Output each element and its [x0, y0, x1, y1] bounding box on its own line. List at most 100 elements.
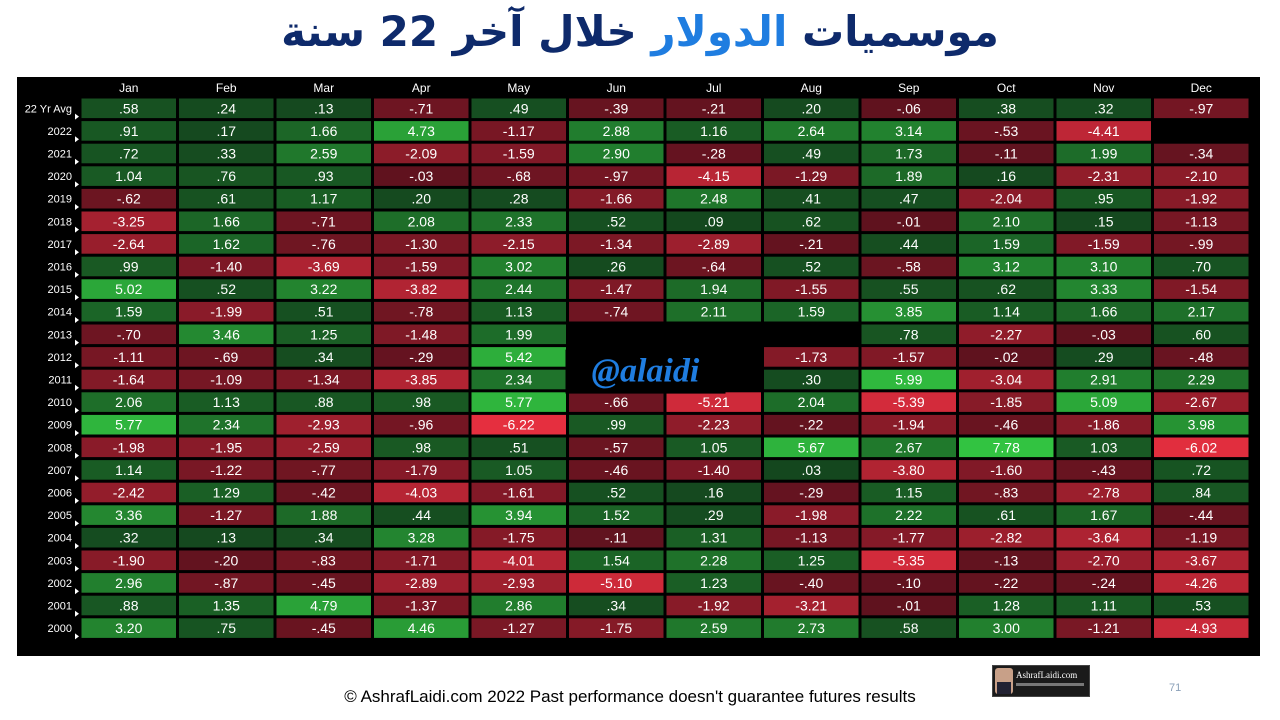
row-label: 2014: [48, 307, 72, 319]
heatmap-value: -.62: [117, 191, 141, 207]
heatmap-value: .58: [899, 620, 919, 636]
row-marker: [75, 204, 79, 210]
heatmap-value: .20: [412, 191, 432, 207]
heatmap-value: .99: [119, 259, 139, 275]
heatmap-cell: [763, 278, 860, 300]
heatmap-value: -1.27: [210, 507, 242, 523]
heatmap-value: 1.99: [1090, 146, 1117, 162]
heatmap-value: 2.90: [603, 146, 630, 162]
heatmap-cell: [80, 504, 177, 526]
heatmap-value: 2.88: [603, 123, 630, 139]
row-label: 2009: [48, 420, 72, 432]
heatmap-value: -.57: [604, 439, 628, 455]
heatmap-cell: [665, 187, 762, 210]
heatmap-cell: [470, 481, 567, 504]
heatmap-cell: [1055, 300, 1152, 323]
heatmap-value: -.02: [994, 349, 1018, 365]
heatmap-cell: [958, 346, 1055, 368]
heatmap-cell: [1153, 617, 1250, 639]
heatmap-cell: [80, 594, 177, 617]
heatmap-value: -.46: [604, 462, 628, 478]
row-label: 2018: [48, 216, 72, 228]
heatmap-cell: [958, 255, 1055, 278]
heatmap-cell: [763, 391, 860, 413]
dollar-seasonality-heatmap: Jan Feb Mar Apr May Jun Jul Aug Sep Oct Nov Dec 22 Y…: [17, 77, 1260, 656]
heatmap-cell: [568, 233, 665, 255]
heatmap-cell: [178, 459, 275, 481]
heatmap-value: 1.94: [700, 281, 727, 297]
row-marker: [75, 497, 79, 504]
heatmap-cell: [373, 391, 470, 413]
heatmap-value: -5.39: [893, 394, 925, 410]
heatmap-cell: [470, 255, 567, 278]
heatmap-value: 5.09: [1090, 394, 1117, 410]
month-header-jun: Jun: [607, 81, 626, 95]
heatmap-value: -2.31: [1088, 168, 1120, 184]
heatmap-cell: [1055, 504, 1152, 526]
heatmap-svg: Jan Feb Mar Apr May Jun Jul Aug Sep Oct Nov Dec 22 Y…: [25, 81, 1250, 640]
heatmap-value: 2.17: [1188, 304, 1215, 320]
heatmap-cell: [470, 391, 567, 413]
heatmap-cell: [568, 278, 665, 300]
heatmap-value: -6.22: [503, 417, 535, 433]
heatmap-value: -1.79: [405, 462, 437, 478]
logo-text: AshrafLaidi.com: [1016, 670, 1078, 680]
heatmap-value: -1.71: [405, 552, 437, 568]
heatmap-cell: [80, 323, 177, 346]
heatmap-cell: [373, 97, 470, 120]
heatmap-value: -1.75: [503, 530, 535, 546]
heatmap-value: .49: [509, 100, 529, 116]
heatmap-value: -2.89: [405, 575, 437, 591]
month-header-dec: Dec: [1191, 81, 1212, 95]
heatmap-cell: [568, 120, 665, 142]
heatmap-cell: [665, 594, 762, 617]
heatmap-value: -.42: [312, 485, 336, 501]
heatmap-cell: [958, 481, 1055, 504]
heatmap-value: 1.05: [700, 439, 727, 455]
heatmap-cell: [860, 526, 957, 549]
heatmap-value: .47: [899, 191, 919, 207]
heatmap-value: -5.21: [698, 394, 730, 410]
heatmap-value: -.21: [702, 100, 726, 116]
heatmap-value: -2.42: [113, 485, 145, 501]
heatmap-cell: [763, 549, 860, 572]
row-marker: [75, 520, 79, 527]
brand-logo: AshrafLaidi.com: [992, 665, 1090, 697]
title-accent: الدولار: [651, 7, 788, 56]
heatmap-cell: [1153, 210, 1250, 233]
heatmap-value: 1.04: [115, 168, 142, 184]
heatmap-cell: [958, 594, 1055, 617]
heatmap-cell: [958, 300, 1055, 323]
heatmap-value: -.97: [1189, 100, 1213, 116]
heatmap-value: -.11: [995, 146, 1018, 162]
heatmap-value: -3.80: [893, 462, 925, 478]
heatmap-value: -2.70: [1088, 552, 1120, 568]
heatmap-value: .29: [704, 507, 724, 523]
heatmap-value: 4.79: [310, 598, 337, 614]
heatmap-value: 2.34: [505, 372, 532, 388]
heatmap-cell: [958, 233, 1055, 255]
heatmap-value: -.24: [1092, 575, 1116, 591]
heatmap-cell: [275, 436, 372, 459]
heatmap-value: -1.86: [1088, 417, 1120, 433]
heatmap-cell: [80, 436, 177, 459]
heatmap-value: .16: [704, 485, 724, 501]
heatmap-cell: [1055, 255, 1152, 278]
heatmap-cell: [665, 323, 762, 346]
heatmap-cell: [373, 233, 470, 255]
heatmap-cell: [80, 391, 177, 413]
heatmap-cell: [1055, 572, 1152, 594]
row-label: 2021: [48, 149, 72, 161]
heatmap-value: -.22: [799, 417, 823, 433]
heatmap-value: -1.09: [210, 372, 242, 388]
heatmap-cell: [80, 142, 177, 165]
heatmap-value: -.43: [1092, 462, 1116, 478]
row-marker: [75, 452, 79, 459]
heatmap-value: 2.48: [700, 191, 727, 207]
heatmap-cell: [470, 526, 567, 549]
heatmap-cell: [275, 413, 372, 436]
heatmap-value: -.45: [312, 575, 336, 591]
heatmap-cell: [80, 481, 177, 504]
heatmap-cell: [568, 413, 665, 436]
heatmap-value: .51: [509, 439, 529, 455]
